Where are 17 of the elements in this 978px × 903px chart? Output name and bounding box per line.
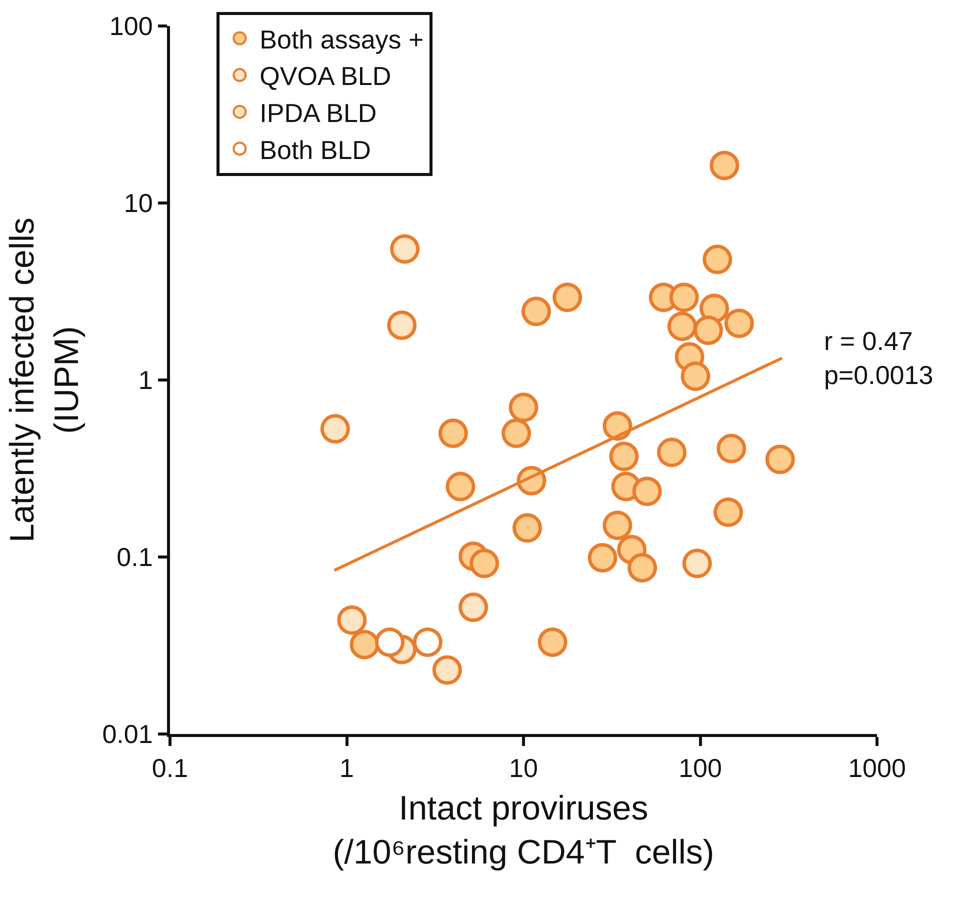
legend-label: IPDA BLD (260, 98, 377, 128)
y-tick-label: 1 (138, 365, 153, 396)
x-tick-label: 0.1 (152, 753, 188, 784)
x-tick-label: 100 (678, 753, 722, 784)
x-tick-label: 1 (340, 753, 354, 784)
annotation: r = 0.47 p=0.0013 (824, 326, 934, 390)
y-tick-label: 100 (109, 11, 153, 42)
legend-label: Both assays + (260, 24, 424, 54)
x-tick-label: 1000 (848, 753, 906, 784)
x-axis-title: Intact proviruses (/10⁶resting CD4⁺T cells) (332, 790, 714, 872)
y-axis-title: Latently infected cells (IUPM) (4, 217, 86, 543)
legend-label: QVOA BLD (260, 61, 392, 92)
y-tick-label: 10 (124, 188, 153, 218)
y-tick-label: 0.01 (102, 719, 153, 750)
legend-label: Both BLD (260, 134, 371, 165)
x-tick-label: 10 (509, 753, 538, 784)
y-tick-label: 0.1 (116, 542, 153, 572)
